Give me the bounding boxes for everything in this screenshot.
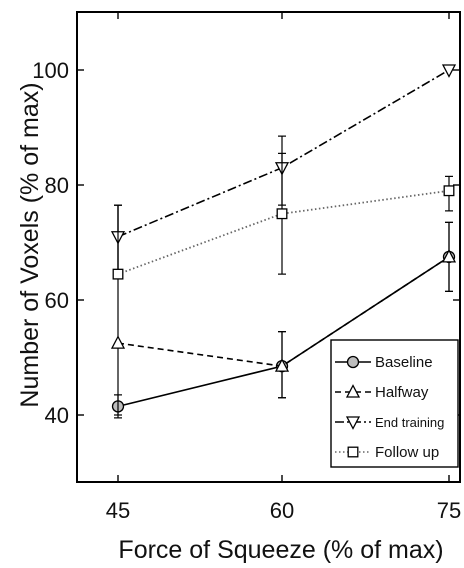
data-point xyxy=(274,358,290,372)
series-end-training xyxy=(110,64,457,278)
y-tick-label: 40 xyxy=(45,403,69,428)
data-point xyxy=(110,335,126,349)
x-tick-label: 45 xyxy=(106,498,130,523)
series-layer xyxy=(110,64,457,419)
plot-frame xyxy=(76,11,461,483)
y-axis-label: Number of Voxels (% of max) xyxy=(16,82,44,407)
data-point xyxy=(441,248,457,263)
legend-item: Follow up xyxy=(335,444,439,461)
legend-item: End training xyxy=(335,415,444,430)
x-tick-label: 60 xyxy=(270,498,294,523)
y-tick-label: 60 xyxy=(45,288,69,313)
legend-items: Baseline Halfway End training Follow up xyxy=(335,354,444,461)
y-tick-label: 100 xyxy=(32,58,69,83)
y-tick-label: 80 xyxy=(45,173,69,198)
series-line xyxy=(117,189,450,275)
series-follow-up xyxy=(112,152,455,280)
legend-marker xyxy=(346,355,360,369)
legend: Baseline Halfway End training Follow up xyxy=(330,339,459,468)
x-axis-ticks: 45 60 75 xyxy=(106,12,461,523)
legend-label: Follow up xyxy=(375,444,439,461)
legend-label: Baseline xyxy=(375,354,433,371)
x-tick-label: 75 xyxy=(437,498,461,523)
legend-label: Halfway xyxy=(375,384,429,401)
legend-marker xyxy=(347,446,359,458)
legend-item: Halfway xyxy=(335,384,429,401)
legend-item: Baseline xyxy=(335,354,433,371)
legend-label: End training xyxy=(375,415,444,430)
data-point xyxy=(276,208,288,220)
data-point xyxy=(443,185,455,197)
data-point xyxy=(441,64,457,78)
legend-marker xyxy=(345,384,361,398)
y-axis-ticks: 40 60 80 100 xyxy=(32,58,460,428)
data-point xyxy=(112,268,124,280)
x-axis-label: Force of Squeeze (% of max) xyxy=(118,536,443,564)
legend-marker xyxy=(345,416,361,430)
